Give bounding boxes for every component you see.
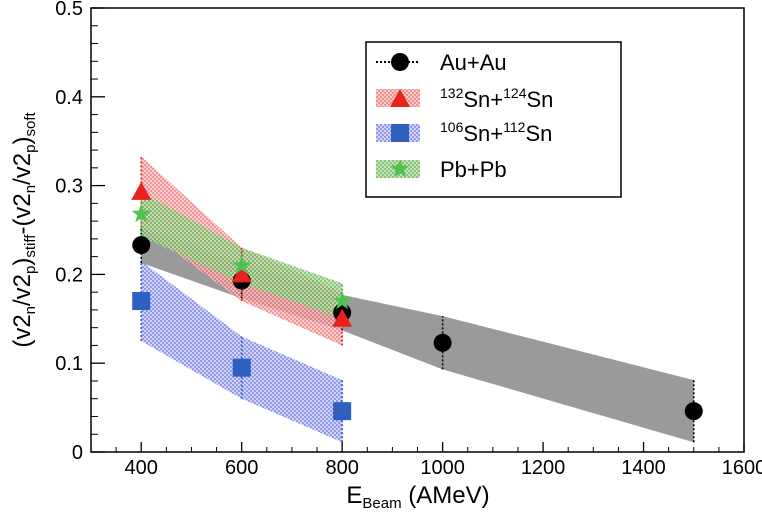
x-tick-label: 800	[325, 457, 358, 479]
x-axis-title-rest: (AMeV)	[402, 482, 490, 509]
point-pbpb	[332, 291, 352, 310]
legend-item-pbpb: Pb+Pb	[376, 157, 507, 182]
point-sn106	[333, 402, 352, 421]
y-title-sub: n	[22, 185, 39, 193]
legend-label-text: Sn+	[463, 121, 503, 146]
y-tick-label: 0.2	[55, 264, 83, 286]
band-sn106	[141, 261, 343, 443]
point-sn106	[232, 358, 251, 377]
legend-sup: 112	[503, 119, 526, 135]
legend-sup: 106	[440, 119, 464, 135]
legend-marker-sn132	[390, 89, 410, 107]
x-tick-label: 1600	[722, 457, 762, 479]
y-tick-label: 0	[72, 442, 83, 464]
legend-label-text: Sn	[525, 121, 552, 146]
y-title-sub: p	[22, 145, 39, 153]
legend-marker-sn106	[391, 124, 409, 142]
point-sn106	[132, 292, 151, 311]
y-title-part: )	[9, 258, 36, 266]
x-axis-title-main: E	[346, 482, 362, 509]
x-axis-title-sub: Beam	[362, 495, 401, 512]
point-auau	[132, 236, 151, 255]
legend: Au+Au 132Sn+124Sn 106Sn+112Sn Pb+Pb	[365, 41, 622, 198]
x-tick-label: 600	[225, 457, 258, 479]
legend-item-sn132: 132Sn+124Sn	[376, 85, 553, 112]
legend-label-pbpb: Pb+Pb	[440, 157, 507, 182]
legend-sup: 132	[440, 85, 464, 101]
legend-label-text: Sn	[526, 87, 553, 112]
y-title-part: /v2	[9, 274, 36, 306]
x-axis-title: EBeam (AMeV)	[346, 482, 489, 512]
point-pbpb	[131, 204, 151, 223]
x-tick-label: 1400	[621, 457, 666, 479]
point-sn132	[231, 264, 252, 283]
markers-layer	[131, 181, 703, 421]
y-tick-label: 0.5	[55, 0, 83, 20]
y-axis-title: (v2n/v2p)stiff-(v2n/v2p)soft	[9, 111, 39, 347]
legend-label-auau: Au+Au	[440, 50, 507, 75]
x-tick-label: 1000	[420, 457, 465, 479]
y-tick-label: 0.1	[55, 353, 83, 375]
legend-label-text: Sn+	[463, 87, 503, 112]
legend-label-text: Pb+Pb	[440, 157, 507, 182]
y-title-sub: stiff	[22, 234, 39, 258]
point-pbpb	[232, 255, 252, 274]
legend-sup: 124	[503, 85, 527, 101]
y-title-part: /v2	[9, 153, 36, 185]
point-auau	[433, 333, 452, 352]
y-title-part: )	[9, 137, 36, 145]
point-sn132	[332, 308, 353, 327]
y-title-sub: n	[22, 306, 39, 314]
point-sn132	[131, 181, 152, 200]
legend-marker-pbpb	[390, 159, 410, 178]
x-tick-label: 1200	[521, 457, 566, 479]
y-tick-label: 0.3	[55, 176, 83, 198]
y-axis-ticks: 0 0.1 0.2 0.3 0.4 0.5	[55, 0, 105, 464]
legend-item-sn106: 106Sn+112Sn	[376, 119, 552, 146]
bands-layer	[141, 156, 694, 443]
x-axis-ticks: 400 600 800 1000 1200 1400 1600	[90, 442, 762, 479]
legend-label-sn106: 106Sn+112Sn	[440, 119, 552, 146]
y-tick-label: 0.4	[55, 87, 83, 109]
legend-item-auau: Au+Au	[376, 50, 507, 75]
legend-marker-auau	[391, 53, 409, 71]
y-title-part: (v2	[9, 314, 36, 347]
point-auau	[684, 402, 703, 421]
y-title-part: -(v2	[9, 193, 36, 234]
x-tick-label: 400	[125, 457, 158, 479]
y-title-sub: soft	[22, 111, 39, 136]
y-title-sub: p	[22, 266, 39, 274]
legend-label-text: Au+Au	[440, 50, 507, 75]
legend-label-sn132: 132Sn+124Sn	[440, 85, 553, 112]
